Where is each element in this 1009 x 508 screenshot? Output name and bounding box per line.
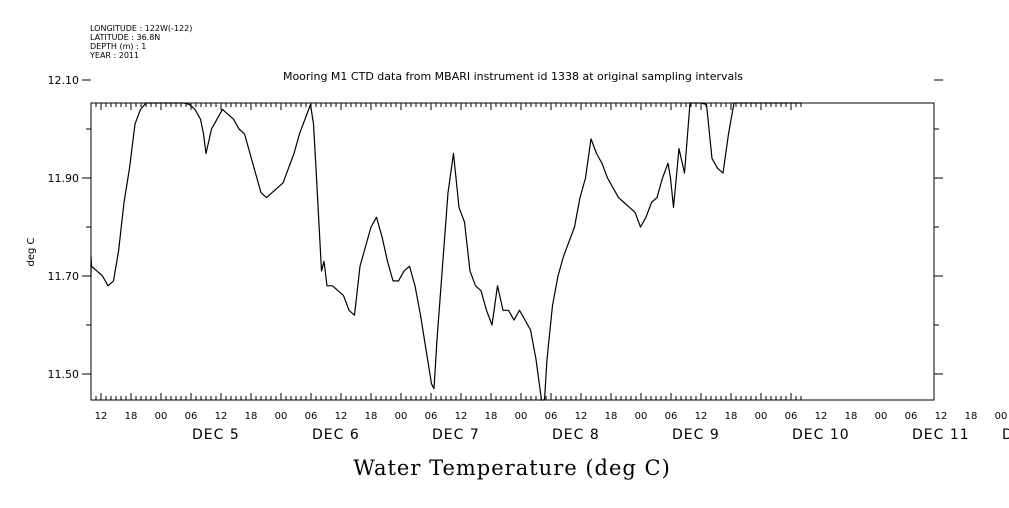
x-hour-label: 12	[95, 411, 108, 422]
x-hour-label: 18	[965, 411, 978, 422]
y-tick-label: 12.10	[48, 74, 80, 87]
x-hour-label: 18	[605, 411, 618, 422]
x-hour-label: 18	[725, 411, 738, 422]
x-hour-label: 00	[875, 411, 888, 422]
y-tick-label: 11.70	[48, 270, 80, 283]
y-axis-title: deg C	[26, 237, 37, 266]
chart-title: Mooring M1 CTD data from MBARI instrumen…	[283, 70, 743, 83]
year-label: YEAR : 2011	[89, 51, 139, 60]
x-hour-label: 06	[785, 411, 798, 422]
x-hour-label: 06	[545, 411, 558, 422]
x-day-label: DEC 11	[912, 427, 970, 443]
y-tick-label: 11.50	[48, 368, 80, 381]
x-hour-label: 00	[275, 411, 288, 422]
x-day-label: DEC 12	[1002, 427, 1009, 443]
x-axis-labels: 12 18 00 06 12 18 00 06 12 18 00 06 12 18 00 06 12 18 00 06…	[95, 411, 1009, 443]
x-day-label: DEC 5	[192, 427, 240, 443]
x-hour-label: 18	[125, 411, 138, 422]
x-day-label: DEC 10	[792, 427, 850, 443]
x-hour-label: 12	[935, 411, 948, 422]
longitude-label: LONGITUDE : 122W(-122)	[90, 24, 192, 33]
x-hour-label: 12	[815, 411, 828, 422]
x-day-label: DEC 7	[432, 427, 480, 443]
x-hour-label: 00	[755, 411, 768, 422]
x-hour-label: 18	[365, 411, 378, 422]
x-hour-label: 12	[695, 411, 708, 422]
x-hour-label: 00	[515, 411, 528, 422]
x-hour-label: 12	[335, 411, 348, 422]
x-day-label: DEC 6	[312, 427, 360, 443]
x-hour-label: 06	[185, 411, 198, 422]
x-hour-label: 00	[995, 411, 1008, 422]
x-axis-title: Water Temperature (deg C)	[353, 456, 671, 480]
x-day-label: DEC 9	[672, 427, 720, 443]
x-hour-label: 18	[245, 411, 258, 422]
x-hour-label: 00	[635, 411, 648, 422]
latitude-label: LATITUDE : 36.8N	[90, 33, 160, 42]
x-hour-label: 12	[575, 411, 588, 422]
x-day-label: DEC 8	[552, 427, 600, 443]
series-line	[90, 102, 801, 401]
x-hour-label: 12	[455, 411, 468, 422]
y-tick-label: 11.90	[48, 172, 80, 185]
x-hour-label: 18	[485, 411, 498, 422]
depth-label: DEPTH (m) : 1	[90, 42, 146, 51]
x-hour-label: 06	[305, 411, 318, 422]
x-hour-label: 00	[155, 411, 168, 422]
x-hour-label: 00	[395, 411, 408, 422]
x-hour-label: 06	[665, 411, 678, 422]
plot-frame	[90, 102, 935, 401]
x-hour-label: 06	[425, 411, 438, 422]
x-hour-label: 18	[845, 411, 858, 422]
x-hour-label: 06	[905, 411, 918, 422]
x-axis	[90, 103, 802, 400]
x-hour-label: 12	[215, 411, 228, 422]
